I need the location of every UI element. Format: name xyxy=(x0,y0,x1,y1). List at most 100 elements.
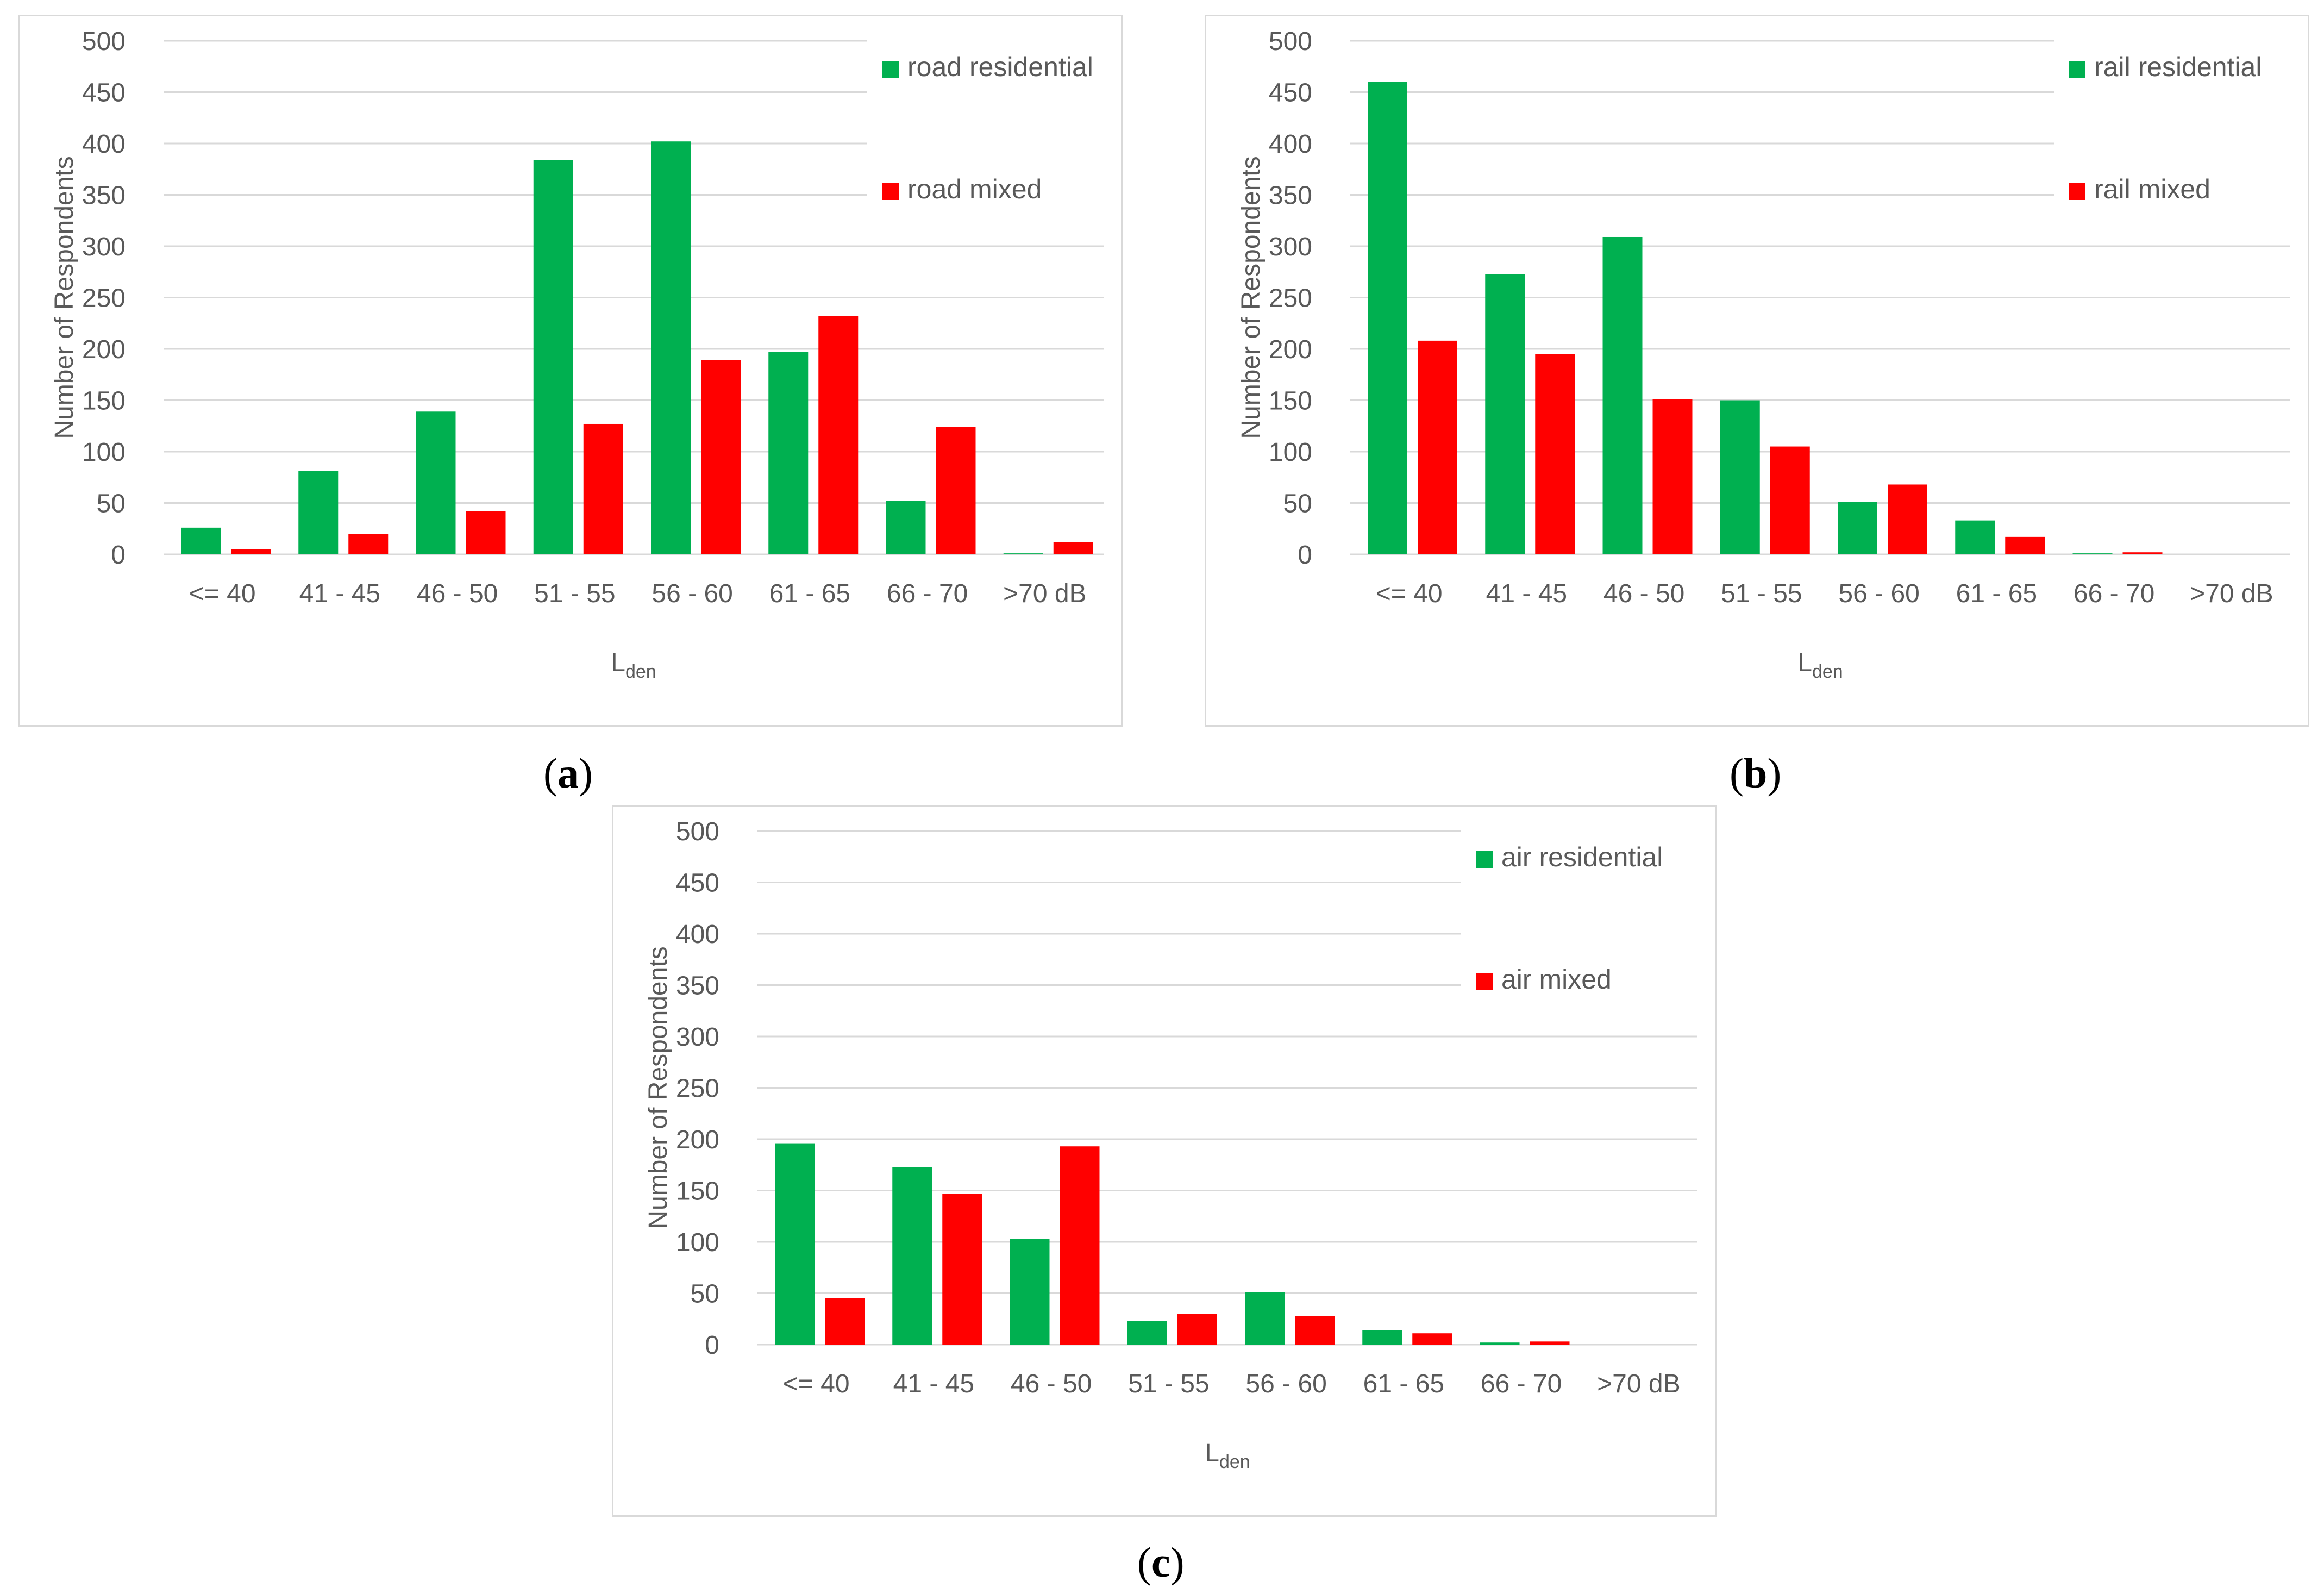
legend-swatch-mixed xyxy=(1476,973,1493,990)
y-tick-label: 200 xyxy=(1269,335,1312,364)
legend-label: rail mixed xyxy=(2094,174,2210,204)
bar-mixed xyxy=(1053,542,1093,554)
y-tick-label: 0 xyxy=(705,1331,719,1360)
bar-residential xyxy=(1245,1292,1285,1345)
y-tick-label: 500 xyxy=(1269,27,1312,56)
x-tick-label: 56 - 60 xyxy=(652,579,732,608)
y-tick-label: 500 xyxy=(82,27,126,56)
x-tick-label: 46 - 50 xyxy=(1603,579,1684,608)
legend-label: road mixed xyxy=(907,174,1042,204)
bars xyxy=(181,141,1093,555)
y-tick-labels: 0 50 100 150 200 250 300 350 400 450 500 xyxy=(1269,27,1312,570)
bar-mixed xyxy=(1888,484,1927,554)
bar-mixed xyxy=(2122,552,2163,554)
legend: road residential road mixed xyxy=(882,52,1093,204)
x-tick-label: 41 - 45 xyxy=(1486,579,1567,608)
x-tick-label: 46 - 50 xyxy=(1011,1370,1092,1398)
bar-residential xyxy=(1485,274,1525,554)
bar-residential xyxy=(1362,1330,1402,1345)
legend-swatch-mixed xyxy=(882,183,899,200)
chart-rail: 0 50 100 150 200 250 300 350 400 450 500 <= 40 41 - … xyxy=(1237,27,2290,682)
bars xyxy=(1368,82,2163,555)
bar-residential xyxy=(886,501,926,554)
x-tick-label: 61 - 65 xyxy=(769,579,850,608)
legend-label: rail residential xyxy=(2094,52,2262,82)
x-tick-labels: <= 40 41 - 45 46 - 50 51 - 55 56 - 60 61 - 65… xyxy=(1376,579,2273,608)
y-tick-label: 200 xyxy=(676,1126,719,1154)
y-tick-label: 300 xyxy=(1269,233,1312,261)
y-tick-label: 0 xyxy=(111,541,126,570)
y-tick-label: 250 xyxy=(82,284,126,313)
caption-b: (b) xyxy=(1730,749,1782,797)
y-tick-label: 50 xyxy=(97,490,126,518)
y-axis-label: Number of Respondents xyxy=(644,946,673,1229)
y-tick-label: 400 xyxy=(1269,130,1312,159)
bar-residential xyxy=(2072,553,2113,554)
bar-mixed xyxy=(936,427,976,554)
y-tick-label: 400 xyxy=(676,920,719,949)
bar-residential xyxy=(651,141,691,555)
x-tick-label: >70 dB xyxy=(2190,579,2273,608)
x-tick-labels: <= 40 41 - 45 46 - 50 51 - 55 56 - 60 61 - 65… xyxy=(189,579,1087,608)
bar-residential xyxy=(1010,1239,1050,1345)
x-tick-label: 56 - 60 xyxy=(1245,1370,1326,1398)
x-tick-label: <= 40 xyxy=(1376,579,1443,608)
bar-residential xyxy=(181,527,221,554)
y-tick-label: 200 xyxy=(82,335,126,364)
y-tick-label: 150 xyxy=(1269,387,1312,416)
caption-c: (c) xyxy=(1137,1539,1185,1586)
chart-panel-air: 0 50 100 150 200 250 300 350 400 450 500 <= 40 41 - … xyxy=(612,805,1717,1517)
bar-residential xyxy=(1602,236,1643,554)
bar-mixed xyxy=(1177,1314,1217,1345)
y-tick-label: 450 xyxy=(1269,79,1312,108)
legend-swatch-residential xyxy=(2069,61,2085,78)
bar-residential xyxy=(768,352,809,554)
bar-mixed xyxy=(1652,399,1693,554)
x-tick-label: 51 - 55 xyxy=(1721,579,1802,608)
x-tick-label: 41 - 45 xyxy=(893,1370,974,1398)
bar-residential xyxy=(892,1167,932,1345)
bar-mixed xyxy=(348,534,389,554)
y-tick-label: 300 xyxy=(676,1023,719,1052)
bar-residential xyxy=(533,160,573,554)
bar-mixed xyxy=(466,511,506,554)
y-tick-label: 150 xyxy=(676,1177,719,1206)
bar-mixed xyxy=(2005,536,2045,554)
bar-residential xyxy=(775,1143,815,1345)
bar-residential xyxy=(298,471,339,554)
bar-residential xyxy=(1720,400,1760,554)
x-tick-label: <= 40 xyxy=(189,579,256,608)
y-axis-label: Number of Respondents xyxy=(1237,156,1266,439)
bar-mixed xyxy=(1530,1341,1570,1345)
x-tick-label: 56 - 60 xyxy=(1838,579,1919,608)
bar-residential xyxy=(1838,502,1877,554)
y-tick-label: 50 xyxy=(691,1280,719,1309)
chart-panel-rail: 0 50 100 150 200 250 300 350 400 450 500 <= 40 41 - … xyxy=(1205,15,2309,727)
x-tick-label: 66 - 70 xyxy=(887,579,968,608)
caption-a: (a) xyxy=(543,749,593,797)
chart-air: 0 50 100 150 200 250 300 350 400 450 500 <= 40 41 - … xyxy=(644,817,1697,1472)
y-tick-label: 350 xyxy=(82,182,126,210)
x-axis-label: Lden xyxy=(1797,648,1843,682)
y-tick-label: 500 xyxy=(676,817,719,846)
y-tick-label: 100 xyxy=(82,438,126,467)
y-tick-label: 100 xyxy=(1269,438,1312,467)
bar-residential xyxy=(1368,82,1407,555)
y-tick-label: 450 xyxy=(676,869,719,898)
y-tick-label: 250 xyxy=(1269,284,1312,313)
y-tick-label: 400 xyxy=(82,130,126,159)
x-axis-label: Lden xyxy=(611,648,656,682)
x-tick-label: <= 40 xyxy=(783,1370,850,1398)
bar-mixed xyxy=(1295,1316,1335,1345)
x-tick-label: 66 - 70 xyxy=(2074,579,2154,608)
x-tick-label: 61 - 65 xyxy=(1956,579,2037,608)
legend: rail residential rail mixed xyxy=(2069,52,2262,204)
y-tick-label: 350 xyxy=(676,972,719,1001)
x-tick-label: 51 - 55 xyxy=(534,579,615,608)
bar-mixed xyxy=(701,360,741,554)
legend-label: road residential xyxy=(907,52,1093,82)
x-tick-label: 51 - 55 xyxy=(1128,1370,1209,1398)
x-tick-label: 46 - 50 xyxy=(417,579,498,608)
x-axis-label: Lden xyxy=(1205,1439,1250,1472)
y-tick-label: 350 xyxy=(1269,182,1312,210)
